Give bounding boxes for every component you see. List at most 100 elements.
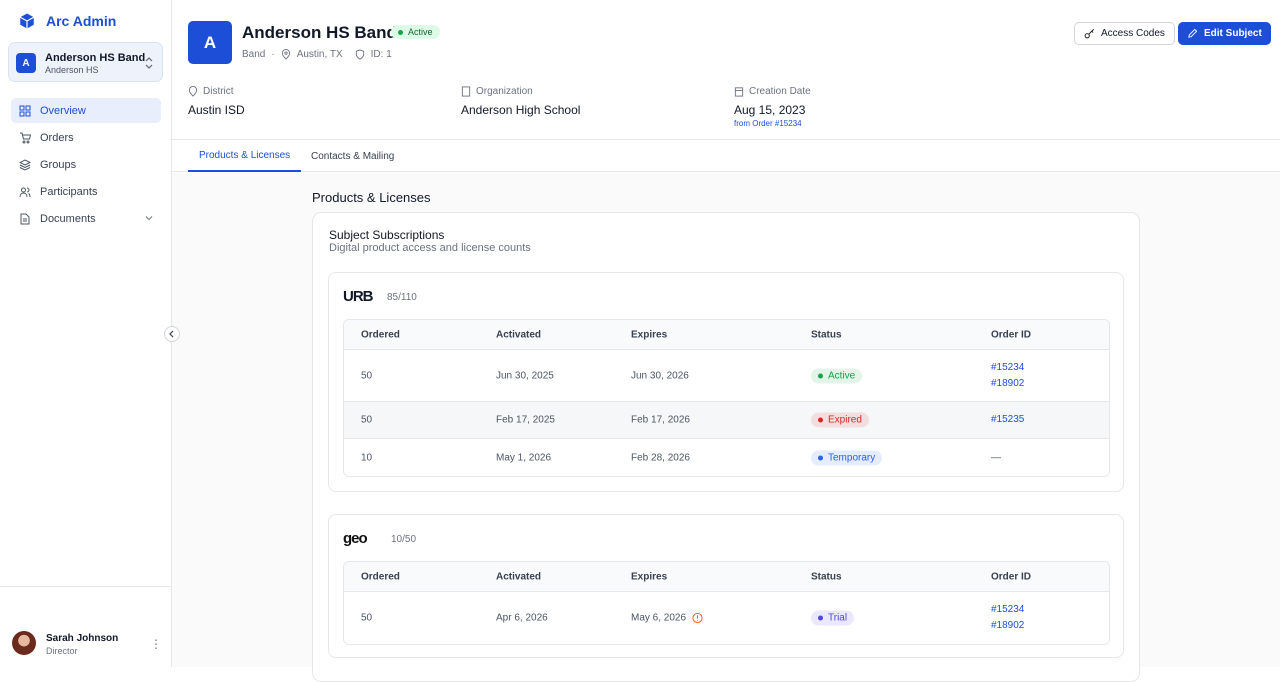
status-badge: Trial [811, 610, 855, 626]
expires-text: Feb 17, 2026 [631, 414, 690, 426]
column-header: Activated [496, 571, 542, 582]
column-header: Order ID [991, 571, 1032, 582]
subject-title: Anderson HS Band [242, 23, 397, 42]
column-header: Ordered [361, 329, 400, 340]
order-ids: #15234 #18902 [991, 360, 1024, 392]
content: Products & Licenses Subject Subscription… [172, 173, 1280, 682]
table-row: 50 Jun 30, 2025 Jun 30, 2026 Active #15234 #1… [344, 350, 1109, 402]
order-link[interactable]: #15235 [991, 414, 1025, 425]
account-avatar: A [16, 53, 36, 73]
nav-icon [20, 132, 31, 143]
order-ids: — [991, 452, 1001, 463]
building-icon [461, 86, 471, 97]
calendar-icon [734, 87, 744, 97]
nav-item[interactable]: Documents [11, 206, 161, 231]
access-codes-button[interactable]: Access Codes [1074, 22, 1175, 45]
nav-icon [19, 158, 31, 171]
sidebar: Arc Admin A Anderson HS Band Anderson HS… [0, 0, 172, 667]
nav-icon [20, 213, 30, 224]
subject-type: Band [242, 49, 266, 60]
order-link: — [991, 452, 1001, 463]
column-header: Expires [631, 329, 668, 340]
nav-item[interactable]: Participants [11, 179, 161, 204]
subscriptions-card: Subject Subscriptions Digital product ac… [312, 212, 1140, 682]
ordered: 10 [361, 452, 373, 463]
activated: Feb 17, 2025 [496, 414, 555, 426]
expires: May 6, 2026 [631, 613, 703, 624]
order-link[interactable]: #15234 [991, 604, 1025, 615]
card-subtitle: Digital product access and license count… [329, 242, 531, 254]
activated: May 1, 2026 [496, 452, 552, 463]
nav-item[interactable]: Groups [11, 152, 161, 177]
tab[interactable]: Contacts & Mailing [311, 150, 395, 162]
table-row: 50 Feb 17, 2025 Feb 17, 2026 Expired #15235 [344, 402, 1109, 439]
edit-subject-button[interactable]: Edit Subject [1178, 22, 1271, 45]
main: A Anderson HS Band Active Band · Austin, … [172, 0, 1280, 682]
order-link[interactable]: #18902 [991, 620, 1025, 631]
pencil-icon [1188, 28, 1198, 38]
detail-value: Aug 15, 2023 [734, 103, 806, 117]
nav-label: Orders [40, 131, 74, 144]
nav: Overview Orders Groups Participants Document… [11, 98, 161, 233]
order-ids: #15234 #18902 [991, 602, 1024, 634]
detail-link[interactable]: from Order #15234 [734, 119, 802, 128]
ordered: 50 [361, 370, 373, 381]
expires: Feb 28, 2026 [631, 452, 690, 463]
button-label: Edit Subject [1204, 28, 1262, 39]
brand[interactable]: Arc Admin [18, 12, 116, 30]
key-icon [1084, 29, 1094, 39]
nav-item[interactable]: Orders [11, 125, 161, 150]
user-photo [12, 631, 36, 655]
order-link[interactable]: #15234 [991, 361, 1025, 373]
column-header: Ordered [361, 571, 400, 582]
subject-location: Austin, TX [296, 49, 343, 60]
user-role: Director [46, 646, 78, 656]
status-text: Expired [828, 414, 862, 426]
detail-label: Organization [461, 86, 721, 97]
expires: Jun 30, 2026 [631, 370, 689, 381]
warning-icon [692, 612, 703, 624]
status-dot [818, 417, 823, 423]
product-logo: geo [343, 530, 368, 547]
detail-value: Austin ISD [188, 103, 245, 117]
license-table: Ordered Activated Expires Status Order ID 50 J… [343, 319, 1110, 477]
activated: Apr 6, 2026 [496, 612, 548, 624]
expires: Feb 17, 2026 [631, 415, 690, 426]
subject-id: ID: 1 [370, 49, 392, 60]
nav-label: Participants [40, 185, 98, 198]
status-dot [398, 29, 403, 35]
brand-name: Arc Admin [46, 13, 117, 29]
user-menu[interactable]: Sarah Johnson Director ⋮ [0, 586, 171, 667]
pin-icon [188, 86, 198, 97]
status-text: Active [828, 370, 856, 381]
label-text: Creation Date [749, 86, 811, 97]
column-header: Order ID [991, 329, 1032, 340]
tab[interactable]: Products & Licenses [188, 140, 302, 172]
column-header: Status [811, 571, 842, 582]
license-count: 10/50 [391, 534, 417, 545]
account-switcher[interactable]: A Anderson HS Band Anderson HS [8, 42, 163, 82]
table-header: Ordered Activated Expires Status Order ID [344, 562, 1109, 592]
column-header: Activated [496, 329, 542, 340]
detail-label: Creation Date [734, 86, 994, 97]
nav-icon [19, 187, 31, 197]
collapse-button[interactable] [164, 326, 180, 342]
detail-label: District [188, 86, 448, 97]
section-title: Products & Licenses [312, 190, 431, 205]
table-header: Ordered Activated Expires Status Order ID [344, 320, 1109, 350]
status-text: Active [408, 27, 433, 37]
product: geo 10/50 Ordered Activated Expires Status Ord… [328, 514, 1124, 658]
card-title: Subject Subscriptions [329, 228, 445, 242]
status-badge: Active [391, 25, 440, 39]
order-link[interactable]: #18902 [991, 377, 1025, 389]
nav-item[interactable]: Overview [11, 98, 161, 123]
user-name: Sarah Johnson [46, 633, 119, 644]
pin-icon [281, 49, 290, 60]
header: A Anderson HS Band Active Band · Austin, … [172, 0, 1280, 140]
detail: Organization Anderson High School [461, 86, 721, 117]
more-icon[interactable]: ⋮ [150, 637, 162, 651]
nav-label: Overview [40, 104, 86, 117]
status-dot [818, 455, 823, 460]
status-badge: Active [811, 368, 863, 383]
detail-value: Anderson High School [461, 103, 581, 117]
